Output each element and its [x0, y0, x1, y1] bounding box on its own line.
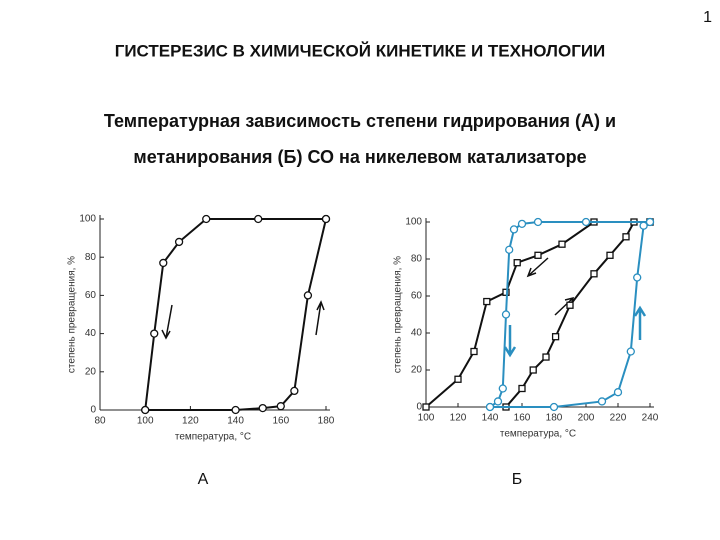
- y-tick-label: 100: [405, 217, 422, 228]
- marker: [498, 384, 507, 393]
- marker: [566, 301, 574, 309]
- y-tick-label: 20: [85, 366, 97, 377]
- x-tick-label: 140: [482, 413, 499, 424]
- x-tick-label: 240: [642, 413, 659, 424]
- marker: [303, 291, 313, 300]
- x-tick-label: 180: [318, 416, 335, 427]
- y-axis-label: степень превращения, %: [393, 256, 404, 373]
- marker: [613, 388, 623, 397]
- heading: ГИСТЕРЕЗИС В ХИМИЧЕСКОЙ КИНЕТИКЕ И ТЕХНО…: [115, 41, 606, 60]
- page-number: 1: [703, 9, 712, 26]
- marker: [517, 219, 527, 229]
- y-tick-label: 40: [85, 328, 97, 339]
- caption: А: [198, 471, 209, 488]
- arrow: [315, 300, 325, 336]
- x-tick-label: 180: [546, 413, 563, 424]
- marker: [505, 245, 514, 254]
- marker: [321, 214, 331, 224]
- series-line: [489, 221, 650, 408]
- x-tick-label: 80: [94, 416, 106, 427]
- marker: [626, 347, 635, 356]
- series-line: [490, 221, 651, 408]
- marker: [485, 402, 495, 412]
- marker: [493, 397, 503, 406]
- marker: [254, 214, 263, 224]
- x-tick-label: 140: [227, 416, 244, 427]
- marker: [454, 375, 462, 383]
- y-tick-label: 0: [416, 402, 422, 413]
- marker: [509, 225, 519, 234]
- marker: [533, 217, 543, 227]
- y-tick-label: 60: [411, 291, 423, 302]
- marker: [513, 259, 521, 267]
- marker: [581, 217, 591, 227]
- x-axis-label: температура, °C: [500, 429, 576, 440]
- marker: [276, 402, 285, 411]
- marker: [606, 251, 614, 259]
- marker: [622, 233, 630, 241]
- marker: [597, 397, 607, 406]
- y-tick-label: 100: [79, 214, 96, 225]
- y-tick-label: 0: [90, 405, 96, 416]
- series-line: [144, 218, 326, 411]
- marker: [501, 310, 511, 319]
- arrow: [526, 257, 549, 278]
- marker: [590, 270, 598, 278]
- marker: [529, 366, 537, 374]
- series-line: [145, 218, 327, 411]
- marker: [551, 333, 560, 341]
- marker: [422, 403, 430, 411]
- marker: [470, 347, 478, 356]
- marker: [645, 217, 655, 227]
- y-tick-label: 80: [85, 252, 97, 263]
- marker: [483, 297, 491, 306]
- marker: [231, 405, 240, 415]
- arrow: [161, 304, 173, 340]
- marker: [542, 353, 550, 361]
- marker: [534, 251, 542, 259]
- x-tick-label: 160: [514, 413, 531, 424]
- arrow: [503, 325, 517, 358]
- y-tick-label: 40: [411, 328, 423, 339]
- x-axis-label: температура, °C: [175, 432, 251, 443]
- x-tick-label: 220: [610, 413, 627, 424]
- x-tick-label: 120: [182, 416, 199, 427]
- subtitle: метанирования (Б) СО на никелевом катали…: [133, 147, 586, 167]
- marker: [258, 403, 267, 413]
- x-tick-label: 160: [272, 416, 289, 427]
- arrows: [161, 257, 647, 358]
- marker: [150, 329, 159, 338]
- subtitle: Температурная зависимость степени гидрир…: [104, 111, 616, 131]
- y-tick-label: 60: [85, 290, 97, 301]
- marker: [558, 240, 566, 248]
- y-axis-label: степень превращения, %: [67, 256, 78, 373]
- marker: [174, 237, 184, 247]
- y-tick-label: 20: [411, 365, 423, 376]
- series-line: [425, 221, 650, 408]
- marker: [549, 402, 559, 412]
- arrow: [633, 305, 647, 340]
- marker: [202, 214, 211, 224]
- x-tick-label: 200: [578, 413, 595, 424]
- series-line: [505, 221, 650, 408]
- marker: [141, 405, 150, 415]
- caption: Б: [512, 471, 523, 488]
- marker: [633, 273, 642, 282]
- x-tick-label: 100: [418, 413, 435, 424]
- x-tick-label: 120: [450, 413, 467, 424]
- marker: [159, 258, 168, 268]
- marker: [290, 386, 299, 396]
- marker: [639, 221, 648, 230]
- x-tick-label: 100: [137, 416, 154, 427]
- y-tick-label: 80: [411, 254, 423, 265]
- marker: [518, 384, 526, 393]
